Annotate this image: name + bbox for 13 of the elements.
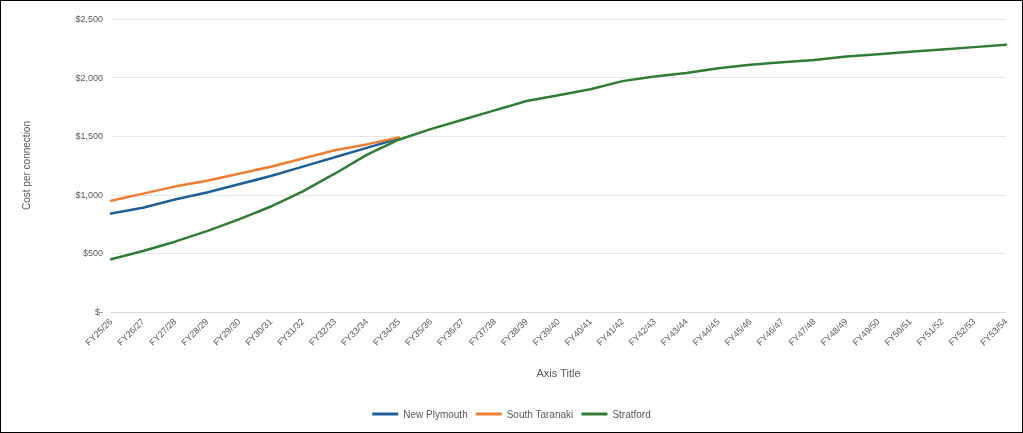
y-tick-label: $1,000 [75, 189, 103, 200]
y-axis-title: Cost per connection [20, 121, 32, 210]
x-axis-title: Axis Title [536, 366, 581, 379]
y-tick-label: $- [94, 307, 103, 317]
legend-label: New Plymouth [403, 408, 468, 420]
y-tick-label: $2,500 [75, 14, 103, 24]
y-tick-label: $1,500 [75, 131, 103, 142]
line-series [109, 43, 1008, 261]
line-series [109, 136, 400, 202]
legend-label: South Taranaki [506, 408, 574, 420]
legend-label: Stratford [612, 408, 651, 420]
y-tick-label: $500 [82, 248, 103, 259]
y-tick-label: $2,000 [75, 72, 103, 83]
